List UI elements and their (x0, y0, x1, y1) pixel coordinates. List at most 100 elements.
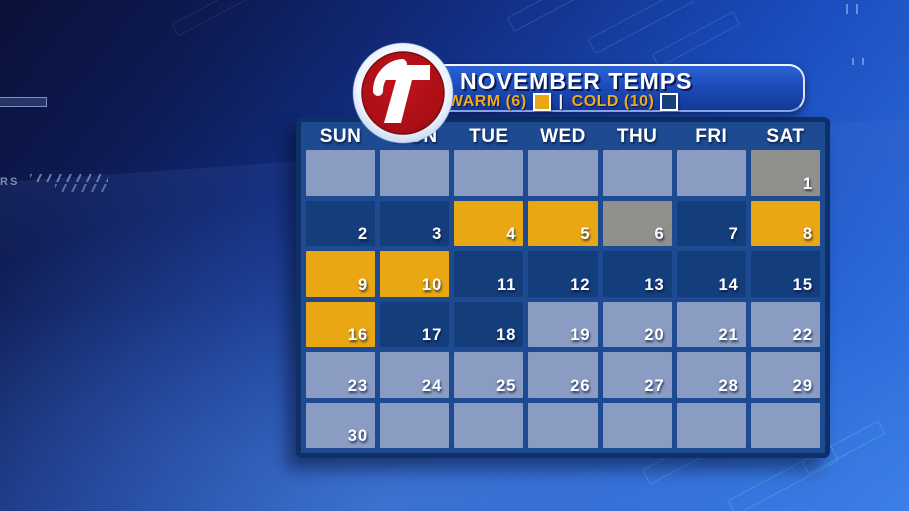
calendar-cell: 12 (528, 251, 598, 297)
calendar-cell: 24 (380, 352, 450, 398)
day-of-week-label: SUN (319, 125, 362, 147)
calendar-panel: SUNMONTUEWEDTHUFRISAT 123456789101112131… (296, 117, 830, 458)
day-of-week-label: TUE (469, 125, 509, 147)
calendar-cell: 1 (750, 150, 820, 196)
calendar-cell (676, 402, 746, 448)
legend-separator: | (558, 93, 564, 111)
hatch-marks (55, 184, 107, 192)
calendar-day-number: 17 (421, 326, 443, 344)
calendar-day-number: 11 (496, 275, 517, 294)
background-tick (846, 4, 848, 14)
calendar-cell: 3 (380, 200, 450, 246)
calendar-cell: 7 (676, 200, 746, 246)
calendar-cell: 26 (528, 352, 598, 398)
legend: WARM (6) | COLD (10) (448, 93, 793, 112)
channel-7-logo-icon (352, 42, 454, 144)
calendar-cell: 11 (454, 251, 524, 297)
calendar-day-number: 8 (802, 225, 813, 243)
calendar-cell: 10 (380, 251, 450, 297)
calendar-day-number: 28 (718, 376, 739, 395)
day-of-week-label: SAT (766, 125, 805, 147)
calendar-day-number: 9 (357, 275, 369, 294)
calendar-cell: 6 (602, 200, 672, 246)
calendar-day-number: 21 (718, 326, 739, 344)
legend-cold-label: COLD (10) (571, 93, 655, 111)
day-of-week-label: WED (540, 125, 586, 147)
page-title: NOVEMBER TEMPS (460, 68, 693, 94)
cold-swatch-icon (660, 93, 679, 112)
calendar-cell: 13 (602, 251, 672, 297)
hatch-marks (30, 174, 108, 182)
calendar-day-number: 12 (570, 275, 591, 294)
calendar-day-number: 23 (347, 376, 369, 395)
calendar-cell (602, 150, 672, 196)
calendar-day-number: 14 (718, 275, 739, 294)
calendar-cell: 30 (306, 402, 376, 448)
calendar-cell: 21 (676, 301, 746, 347)
calendar-cell: 19 (528, 301, 598, 347)
calendar-cell: 4 (454, 200, 524, 246)
calendar-cell (528, 150, 598, 196)
calendar-day-number: 4 (506, 225, 517, 243)
calendar-cell: 15 (750, 251, 820, 297)
calendar-cell (528, 402, 598, 448)
calendar-cell (454, 150, 524, 196)
circuit-pattern (651, 11, 741, 68)
background-tick (856, 4, 858, 14)
calendar-day-number: 30 (347, 427, 369, 445)
calendar-day-number: 3 (432, 225, 443, 243)
background-tick (852, 58, 854, 65)
calendar-cell: 18 (454, 301, 524, 347)
calendar-day-number: 24 (421, 376, 443, 395)
day-of-week-label: THU (616, 125, 658, 147)
calendar-cell (676, 150, 746, 196)
calendar-cell (750, 402, 820, 448)
legend-warm-label: WARM (6) (448, 93, 527, 111)
calendar-cell: 25 (454, 352, 524, 398)
calendar-cell: 20 (602, 301, 672, 347)
calendar-cell: 2 (306, 200, 376, 246)
background-partial-text: RS (0, 176, 20, 188)
calendar-day-number: 25 (496, 376, 517, 395)
calendar-day-number: 15 (792, 275, 813, 294)
calendar-cell: 17 (380, 301, 450, 347)
calendar-grid: 1 2 3 4 5 6 7 8 9 10 11 12 13 14 15 16 17 18 19 20 21 22 23 24 2… (301, 150, 825, 453)
day-of-week-label: FRI (695, 125, 728, 147)
calendar-day-number: 18 (496, 326, 517, 344)
calendar-cell: 16 (306, 301, 376, 347)
calendar-cell: 9 (306, 251, 376, 297)
calendar-cell: 29 (750, 352, 820, 398)
calendar-cell (380, 402, 450, 448)
calendar-cell (454, 402, 524, 448)
calendar-day-number: 1 (802, 174, 813, 193)
calendar-day-number: 29 (792, 376, 813, 395)
calendar-day-number: 22 (792, 326, 813, 344)
circuit-pattern (506, 0, 601, 32)
background-edge-bar (0, 97, 47, 107)
background-tick (862, 58, 864, 65)
calendar-cell: 27 (602, 352, 672, 398)
calendar-day-number: 5 (580, 225, 591, 243)
calendar-day-number: 7 (728, 225, 739, 243)
calendar-day-number: 19 (570, 326, 591, 344)
calendar-cell: 23 (306, 352, 376, 398)
circuit-pattern (171, 0, 251, 37)
calendar-cell: 28 (676, 352, 746, 398)
calendar-day-number: 27 (644, 376, 665, 395)
calendar-day-number: 6 (654, 225, 665, 243)
calendar-cell (306, 150, 376, 196)
calendar-cell: 22 (750, 301, 820, 347)
calendar-cell: 5 (528, 200, 598, 246)
calendar-day-number: 13 (644, 275, 665, 294)
calendar-cell: 14 (676, 251, 746, 297)
calendar-day-number: 10 (421, 275, 443, 294)
calendar-cell (380, 150, 450, 196)
calendar-day-number: 2 (357, 225, 369, 243)
calendar-day-number: 16 (347, 326, 369, 344)
calendar-day-number: 20 (644, 326, 665, 344)
warm-swatch-icon (532, 93, 551, 112)
calendar-cell (602, 402, 672, 448)
header-banner: NOVEMBER TEMPS WARM (6) | COLD (10) (410, 64, 805, 112)
calendar-cell: 8 (750, 200, 820, 246)
